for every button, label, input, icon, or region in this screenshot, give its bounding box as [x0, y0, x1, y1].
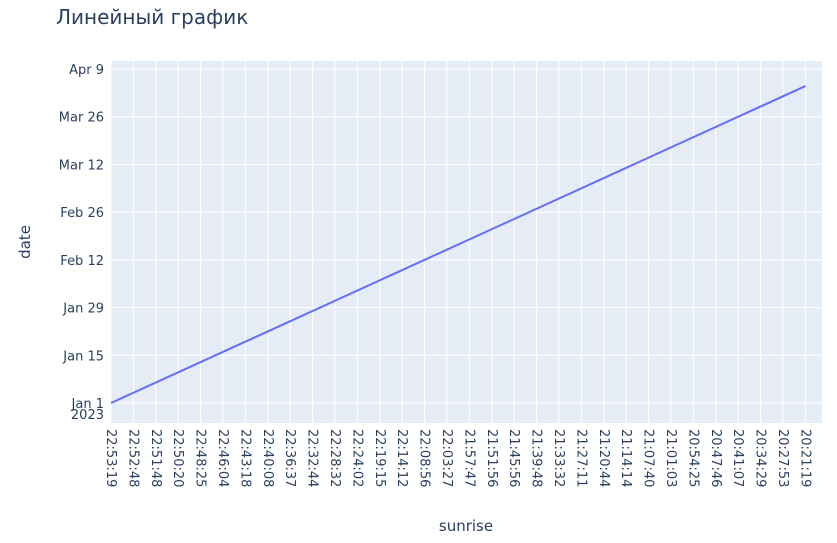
x-tick-label: 21:27:11 — [573, 429, 588, 487]
x-tick-label: 22:32:44 — [305, 429, 320, 487]
x-tick-label: 22:50:20 — [170, 429, 185, 487]
x-tick-label: 20:27:53 — [775, 429, 790, 487]
x-axis-title: sunrise — [439, 517, 493, 535]
x-tick-label: 22:51:48 — [148, 429, 163, 487]
x-tick-label: 22:24:02 — [349, 429, 364, 487]
x-tick-label: 22:08:56 — [417, 429, 432, 487]
y-axis-title: date — [16, 225, 34, 259]
y-tick-label: Jan 1 — [71, 397, 104, 412]
series-group — [110, 85, 806, 404]
x-tick-label: 22:46:04 — [215, 429, 230, 487]
x-tick-label: 22:14:12 — [394, 429, 409, 487]
x-tick-label: 21:20:44 — [596, 429, 611, 487]
x-tick-label: 21:57:47 — [461, 429, 476, 487]
x-tick-label: 21:14:14 — [618, 429, 633, 487]
y-gridlines — [111, 68, 822, 404]
x-tick-label: 22:52:48 — [125, 429, 140, 487]
chart-title: Линейный график — [56, 5, 248, 29]
y-tick-sublabel: 2023 — [71, 408, 104, 423]
x-tick-label: 20:54:25 — [685, 429, 700, 487]
x-tick-label: 22:28:32 — [327, 429, 342, 487]
plot-area — [111, 61, 822, 423]
x-tick-label: 21:01:03 — [663, 429, 678, 487]
series-line — [110, 85, 806, 404]
y-tick-label: Apr 9 — [69, 63, 104, 78]
x-tick-label: 20:41:07 — [730, 429, 745, 487]
x-tick-label: 22:48:25 — [193, 429, 208, 487]
x-tick-label: 22:36:37 — [282, 429, 297, 487]
y-tick-label: Mar 12 — [59, 158, 104, 173]
x-tick-label: 22:19:15 — [372, 429, 387, 487]
y-tick-label: Feb 26 — [60, 206, 104, 221]
y-tick-label: Mar 26 — [59, 111, 104, 126]
x-tick-label: 21:51:56 — [484, 429, 499, 487]
x-tick-label: 21:39:48 — [529, 429, 544, 487]
x-tick-label: 20:21:19 — [797, 429, 812, 487]
x-tick-label: 22:40:08 — [260, 429, 275, 487]
x-tick-label: 22:43:18 — [237, 429, 252, 487]
x-tick-labels: 22:53:19 22:52:48 22:51:48 22:50:20 22:48:25… — [103, 429, 812, 487]
x-tick-label: 20:47:46 — [708, 429, 723, 487]
y-tick-label: Feb 12 — [60, 254, 104, 269]
x-gridlines — [110, 61, 806, 423]
y-tick-label: Jan 29 — [62, 302, 104, 317]
x-tick-label: 21:07:40 — [641, 429, 656, 487]
x-tick-label: 21:33:32 — [551, 429, 566, 487]
x-tick-label: 21:45:56 — [506, 429, 521, 487]
x-tick-label: 20:34:29 — [753, 429, 768, 487]
y-tick-label: Jan 15 — [62, 349, 104, 364]
x-tick-label: 22:53:19 — [103, 429, 118, 487]
x-tick-label: 22:03:27 — [439, 429, 454, 487]
